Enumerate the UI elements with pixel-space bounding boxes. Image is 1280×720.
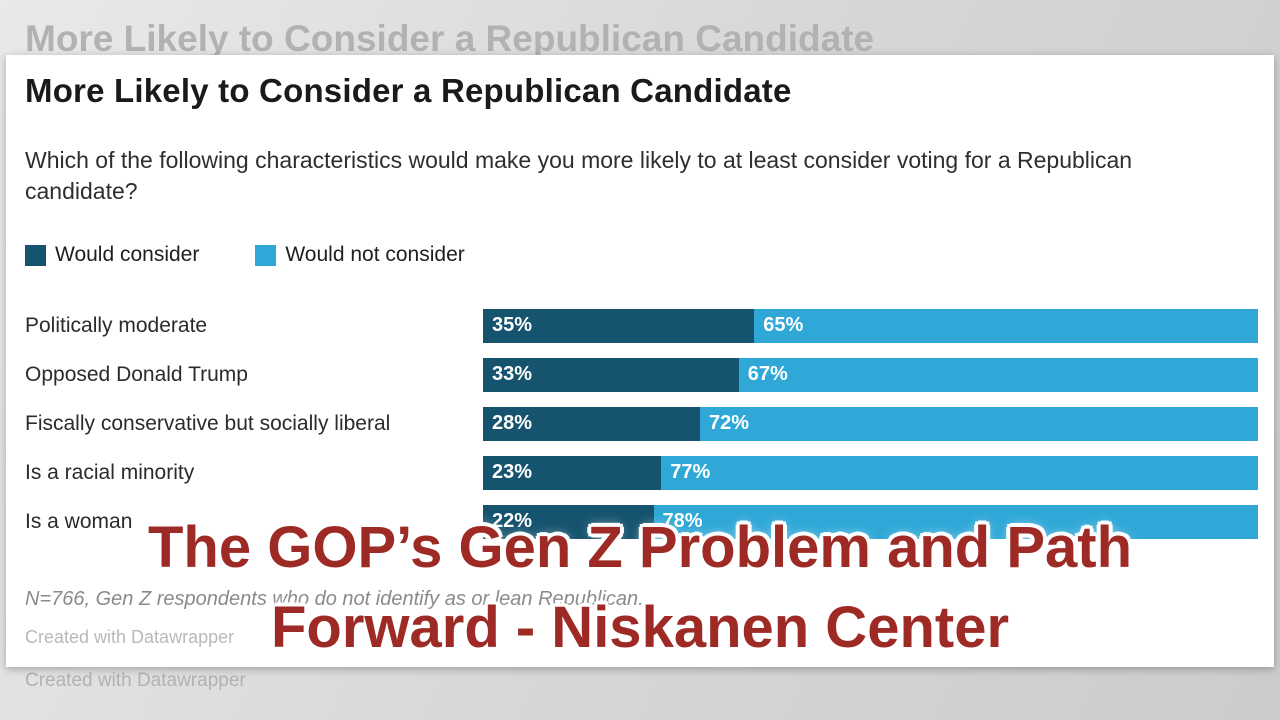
bar-row: Politically moderate 35% 65% <box>25 301 1258 350</box>
bar-segment-would-not-consider: 77% <box>661 455 1258 490</box>
chart-legend: Would consider Would not consider <box>25 243 1258 267</box>
stacked-bar: 28% 72% <box>483 406 1258 441</box>
value-label: 28% <box>492 412 533 434</box>
category-label: Is a racial minority <box>25 460 195 484</box>
bar-row: Is a racial minority 23% 77% <box>25 448 1258 497</box>
bar-segment-would-consider: 28% <box>483 406 700 441</box>
bar-segment-would-not-consider: 67% <box>738 357 1258 392</box>
bar-row: Fiscally conservative but socially liber… <box>25 399 1258 448</box>
bar-segment-would-consider: 33% <box>483 357 739 392</box>
background-ghost-title: More Likely to Consider a Republican Can… <box>25 18 875 59</box>
category-label: Politically moderate <box>25 313 208 337</box>
bar-rows: Politically moderate 35% 65% Opposed Donald… <box>25 301 1258 546</box>
category-label: Opposed Donald Trump <box>25 362 248 386</box>
value-label: 77% <box>670 461 711 483</box>
chart-title: More Likely to Consider a Republican Can… <box>25 72 792 109</box>
background-ghost-credit: Created with Datawrapper <box>25 670 246 691</box>
bar-segment-would-not-consider: 78% <box>653 504 1258 539</box>
value-label: 23% <box>492 461 533 483</box>
chart-footnote: N=766, Gen Z respondents who do not iden… <box>25 588 644 610</box>
bar-segment-would-not-consider: 72% <box>700 406 1258 441</box>
video-title-overlay: The GOP’s Gen Z Problem and Path Forward… <box>0 508 1280 668</box>
bar-segment-would-not-consider: 65% <box>754 308 1258 343</box>
value-label: 67% <box>747 363 788 385</box>
chart-subtitle: Which of the following characteristics w… <box>25 147 1133 204</box>
legend-item-would-not-consider: Would not consider <box>255 243 465 267</box>
chart-card: More Likely to Consider a Republican Can… <box>6 55 1274 667</box>
bar-row: Is a woman 22% 78% <box>25 497 1258 546</box>
bar-row: Opposed Donald Trump 33% 67% <box>25 350 1258 399</box>
legend-swatch-would-not-consider <box>255 244 277 266</box>
stacked-bar: 35% 65% <box>483 308 1258 343</box>
bar-segment-would-consider: 35% <box>483 308 755 343</box>
bar-segment-would-consider: 23% <box>483 455 662 490</box>
legend-swatch-would-consider <box>25 244 46 266</box>
stacked-bar: 23% 77% <box>483 455 1258 490</box>
video-title-line2: Forward - Niskanen Center <box>270 595 1010 660</box>
video-title-line1: The GOP’s Gen Z Problem and Path <box>147 515 1133 580</box>
category-label: Fiscally conservative but socially liber… <box>25 411 391 435</box>
stacked-bar: 22% 78% <box>483 504 1258 539</box>
category-label: Is a woman <box>25 509 133 533</box>
value-label: 65% <box>763 314 804 336</box>
value-label: 33% <box>492 363 533 385</box>
legend-label-would-consider: Would consider <box>55 243 200 266</box>
value-label: 35% <box>492 314 533 336</box>
stacked-bar: 33% 67% <box>483 357 1258 392</box>
chart-credit: Created with Datawrapper <box>25 627 235 647</box>
value-label: 22% <box>492 510 533 532</box>
value-label: 78% <box>662 510 703 532</box>
value-label: 72% <box>709 412 750 434</box>
legend-label-would-not-consider: Would not consider <box>285 243 465 266</box>
legend-item-would-consider: Would consider <box>25 243 199 267</box>
bar-segment-would-consider: 22% <box>483 504 654 539</box>
